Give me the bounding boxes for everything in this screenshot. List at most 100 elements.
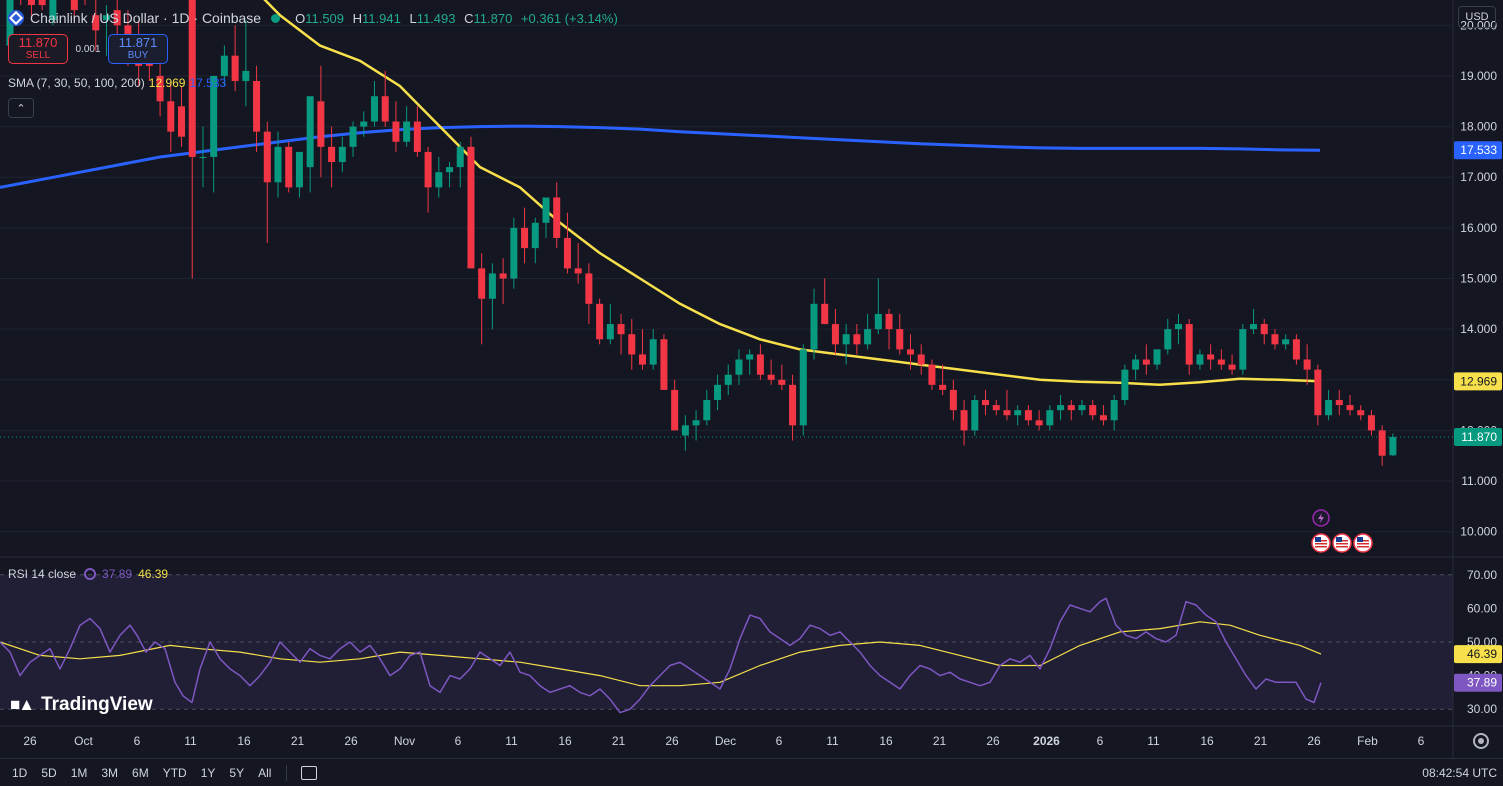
- candle: [285, 141, 293, 193]
- candle: [1057, 394, 1065, 421]
- calendar-icon[interactable]: [301, 765, 318, 780]
- candle-body: [231, 55, 239, 82]
- candle-body: [499, 273, 507, 279]
- range-ytd[interactable]: YTD: [162, 765, 187, 780]
- candle-body: [220, 55, 228, 76]
- candle: [692, 410, 700, 441]
- candle-body: [446, 167, 454, 173]
- candle: [49, 0, 57, 26]
- utc-clock[interactable]: 08:42:54 UTC: [1422, 765, 1497, 780]
- collapse-legend-button[interactable]: ⌃: [8, 98, 34, 118]
- candle: [939, 364, 947, 395]
- rsi-ma-value: 46.39: [138, 567, 169, 581]
- range-6m[interactable]: 6M: [132, 765, 149, 780]
- sma-legend[interactable]: SMA (7, 30, 50, 100, 200) 12.969 17.533: [8, 76, 226, 90]
- candle-body: [188, 0, 196, 157]
- candle-body: [1335, 400, 1343, 406]
- candle: [1207, 344, 1215, 370]
- candle-body: [1185, 324, 1193, 365]
- price-tick-label: 10.000: [1460, 525, 1497, 539]
- candle: [681, 415, 689, 451]
- time-tick-label: 6: [1418, 734, 1425, 748]
- time-axis: 26 Oct 6 11 16 21 26 Nov 6 11 16 21 26 Dec 6 11 16 21 26 20…: [23, 734, 1424, 748]
- candle: [1099, 405, 1107, 426]
- candle: [349, 121, 357, 157]
- close-value: 11.870: [473, 10, 513, 26]
- candle-body: [1314, 369, 1322, 416]
- candle: [542, 197, 550, 238]
- lightning-event-icon: [1312, 509, 1330, 527]
- rsi-legend[interactable]: RSI 14 close 37.89 46.39: [8, 567, 168, 581]
- candle: [585, 263, 593, 325]
- range-3m[interactable]: 3M: [101, 765, 119, 780]
- symbol-title[interactable]: Chainlink / US Dollar · 1D · Coinbase: [30, 10, 262, 26]
- candle: [831, 308, 839, 355]
- price-value-tag-bg: [1454, 141, 1502, 160]
- range-all[interactable]: All: [258, 765, 272, 780]
- candle: [370, 81, 378, 127]
- candle: [789, 374, 797, 441]
- candle: [906, 334, 914, 370]
- candle-body: [1014, 410, 1022, 416]
- candle: [27, 0, 35, 16]
- time-tick-label: 16: [879, 734, 893, 748]
- open-value: 11.509: [305, 10, 345, 26]
- time-tick-label: 26: [665, 734, 679, 748]
- candle: [1271, 329, 1279, 350]
- candle: [671, 379, 679, 431]
- candle: [467, 136, 475, 269]
- candle-body: [1110, 400, 1118, 421]
- price-tick-label: 15.000: [1460, 272, 1497, 286]
- chainlink-logo-icon: [8, 10, 24, 26]
- us-flag-event-icon: [1332, 533, 1352, 553]
- tradingview-watermark[interactable]: ■▲ TradingView: [10, 694, 153, 715]
- candle-body: [842, 334, 850, 345]
- chart-header: Chainlink / US Dollar · 1D · Coinbase O1…: [8, 8, 618, 28]
- candle-body: [521, 227, 529, 249]
- candle: [521, 207, 529, 264]
- candle-body: [113, 10, 121, 26]
- candle: [767, 359, 775, 385]
- candle-body: [1260, 324, 1268, 335]
- range-5d[interactable]: 5D: [41, 765, 57, 780]
- chart[interactable]: 10.00011.00012.00013.00014.00015.00016.0…: [0, 0, 1503, 758]
- candle: [1292, 334, 1300, 365]
- gear-icon[interactable]: [1473, 733, 1489, 749]
- rsi-lines: [0, 597, 1322, 714]
- range-1y[interactable]: 1Y: [200, 765, 216, 780]
- rsi-value-tag-bg: [1454, 645, 1502, 664]
- candle-body: [306, 96, 314, 168]
- candle-body: [1003, 410, 1011, 416]
- candle: [1303, 344, 1311, 385]
- candle-body: [939, 384, 947, 390]
- candle-body: [1142, 359, 1150, 365]
- candle-body: [467, 146, 475, 269]
- sell-button[interactable]: 11.870 SELL: [8, 34, 68, 64]
- candle-body: [885, 313, 893, 330]
- sma-value-long: 17.533: [189, 76, 227, 90]
- candle-body: [563, 237, 571, 269]
- time-tick-label: 26: [344, 734, 358, 748]
- candle-body: [1292, 339, 1300, 360]
- candle-body: [167, 101, 175, 132]
- rsi-value: 37.89: [102, 567, 133, 581]
- candle: [274, 131, 282, 198]
- change-value: +0.361 (+3.14%): [520, 10, 618, 26]
- time-tick-label: 16: [1200, 734, 1214, 748]
- candle: [242, 20, 250, 107]
- range-5y[interactable]: 5Y: [229, 765, 245, 780]
- candle-body: [274, 146, 282, 183]
- range-1d[interactable]: 1D: [12, 765, 28, 780]
- candle: [1164, 319, 1172, 355]
- price-tick-label: 17.000: [1460, 170, 1497, 184]
- candle-body: [1132, 359, 1140, 370]
- currency-button[interactable]: USD: [1458, 6, 1496, 28]
- price-value-tag-bg: [1454, 372, 1502, 391]
- candle: [338, 136, 346, 173]
- buy-button[interactable]: 11.871 BUY: [108, 34, 168, 64]
- candle-body: [756, 354, 764, 375]
- candle-body: [1271, 334, 1279, 345]
- candle-body: [510, 227, 518, 279]
- price-tick-label: 18.000: [1460, 120, 1497, 134]
- range-1m[interactable]: 1M: [70, 765, 88, 780]
